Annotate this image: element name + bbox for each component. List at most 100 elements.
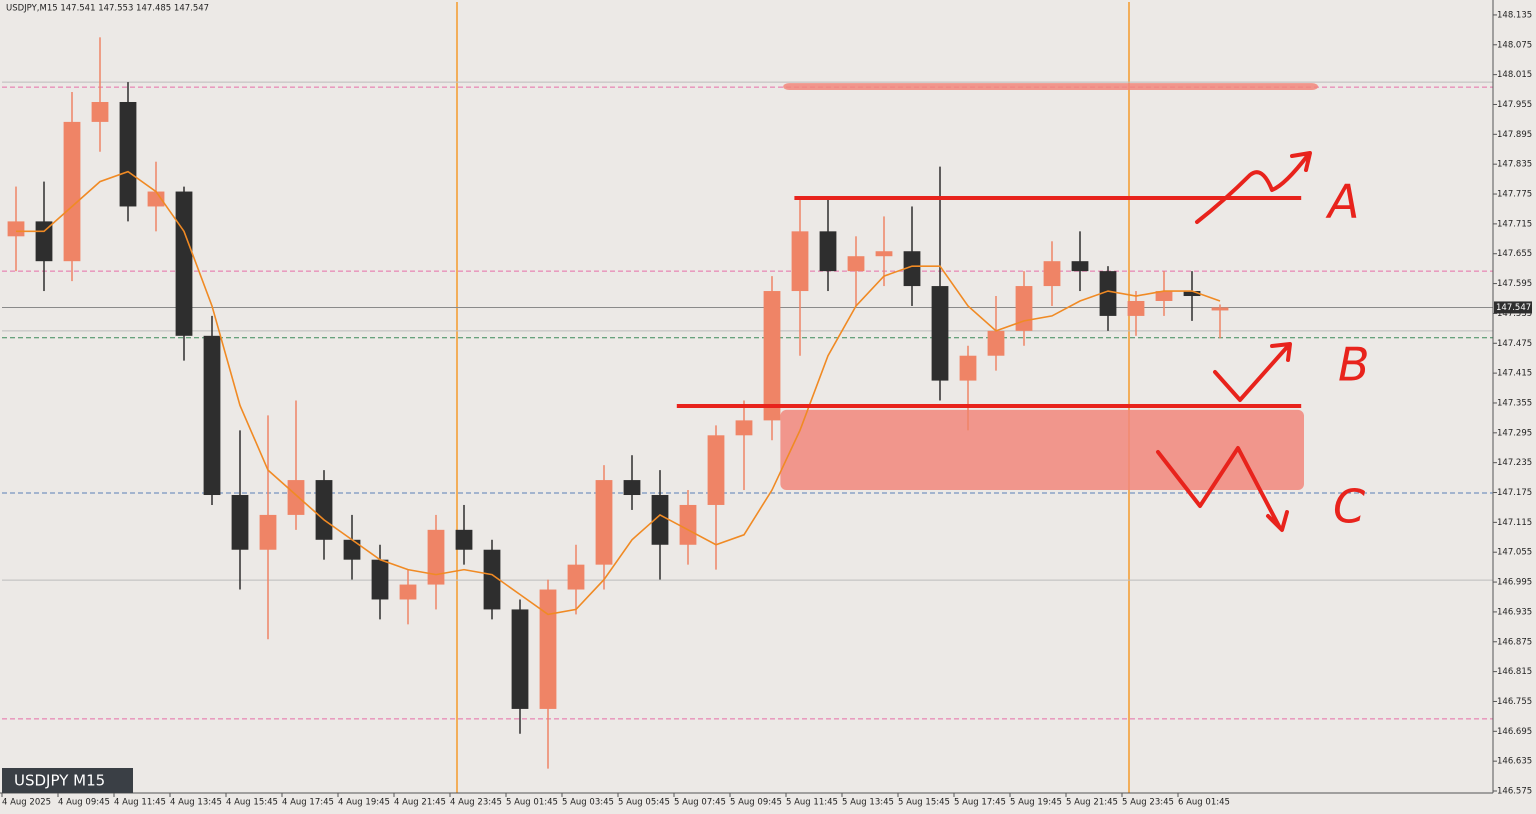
x-tick-label: 4 Aug 11:45 (114, 798, 166, 808)
y-tick-label: 147.955 (1497, 100, 1532, 110)
x-tick-label: 4 Aug 09:45 (58, 798, 110, 808)
y-tick-label: 147.235 (1497, 458, 1532, 468)
y-tick-label: 146.755 (1497, 697, 1532, 707)
y-tick-label: 146.695 (1497, 727, 1532, 737)
candle-body (7, 221, 25, 237)
symbol-badge (2, 768, 133, 793)
y-tick-label: 146.815 (1497, 667, 1532, 677)
current-price-box (1494, 301, 1532, 314)
candle-body (1071, 261, 1089, 272)
x-tick-label: 5 Aug 23:45 (1122, 798, 1174, 808)
candle-body (371, 559, 389, 600)
x-tick-label: 5 Aug 03:45 (562, 798, 614, 808)
candle-body (63, 121, 81, 262)
x-tick-label: 5 Aug 05:45 (618, 798, 670, 808)
candle-body (707, 435, 725, 505)
header: USDJPY,M15 147.541 147.553 147.485 147.5… (6, 4, 209, 14)
scenario-label: A (1325, 175, 1359, 229)
candle-body (427, 529, 445, 585)
x-tick-label: 4 Aug 23:45 (450, 798, 502, 808)
candle-body (287, 480, 305, 515)
candle-body (987, 330, 1005, 356)
current-price-label: 147.547 (1496, 303, 1531, 313)
y-tick-label: 147.535 (1497, 309, 1532, 319)
x-tick-label: 4 Aug 17:45 (282, 798, 334, 808)
candle-body (1099, 271, 1117, 316)
candle-body (511, 609, 529, 709)
candle-body (259, 514, 277, 550)
x-tick-label: 5 Aug 21:45 (1066, 798, 1118, 808)
supply-demand-zone (780, 409, 1304, 491)
y-tick-label: 146.575 (1497, 787, 1532, 797)
candle-body (231, 495, 249, 550)
x-tick-label: 5 Aug 07:45 (674, 798, 726, 808)
candle-body (791, 231, 809, 292)
candle-body (623, 480, 641, 496)
x-tick-label: 5 Aug 19:45 (1010, 798, 1062, 808)
candle-body (91, 101, 109, 122)
y-tick-label: 148.075 (1497, 40, 1532, 50)
y-tick-label: 147.415 (1497, 369, 1532, 379)
y-tick-label: 147.355 (1497, 398, 1532, 408)
candle-body (651, 495, 669, 545)
candle-body (1155, 291, 1173, 301)
y-tick-label: 148.135 (1497, 10, 1532, 20)
arrow-b (1213, 342, 1292, 402)
candle-body (903, 251, 921, 287)
candle-body (399, 584, 417, 600)
x-tick-label: 6 Aug 01:45 (1178, 798, 1230, 808)
arrow-c (1156, 446, 1289, 532)
y-tick-label: 146.635 (1497, 757, 1532, 767)
candle-body (539, 589, 557, 709)
y-tick-label: 148.015 (1497, 70, 1532, 80)
y-tick-label: 147.595 (1497, 279, 1532, 289)
x-tick-label: 4 Aug 15:45 (226, 798, 278, 808)
y-tick-label: 147.295 (1497, 428, 1532, 438)
candle-body (147, 191, 165, 207)
candle-body (959, 355, 977, 381)
candle-body (1043, 261, 1061, 287)
candle-body (119, 101, 137, 207)
x-tick-label: 4 Aug 19:45 (338, 798, 390, 808)
candle-body (315, 480, 333, 540)
x-tick-label: 5 Aug 17:45 (954, 798, 1006, 808)
candle-body (175, 191, 193, 336)
candle-body (1127, 300, 1145, 316)
moving-average (16, 170, 1221, 616)
scenario-label: B (1338, 338, 1370, 392)
y-tick-label: 147.835 (1497, 160, 1532, 170)
supply-demand-zone (783, 83, 1318, 91)
candle-body (1183, 291, 1201, 297)
candle-body (35, 221, 53, 262)
y-tick-label: 146.995 (1497, 578, 1532, 588)
scenario-label: C (1333, 480, 1365, 534)
candle-body (1211, 307, 1229, 311)
candle-body (1015, 286, 1033, 331)
arrow-a (1195, 151, 1312, 224)
candle-body (595, 480, 613, 565)
y-tick-label: 147.715 (1497, 219, 1532, 229)
x-tick-label: 4 Aug 2025 (2, 798, 51, 808)
y-tick-label: 146.935 (1497, 607, 1532, 617)
symbol-badge-text: USDJPY M15 (14, 772, 105, 790)
candle-body (679, 504, 697, 545)
y-tick-label: 147.775 (1497, 190, 1532, 200)
candle-body (847, 256, 865, 272)
y-tick-label: 147.475 (1497, 339, 1532, 349)
candle-body (567, 564, 585, 590)
x-tick-label: 5 Aug 01:45 (506, 798, 558, 808)
candle-body (343, 539, 361, 560)
candle-body (763, 291, 781, 421)
candle-body (483, 549, 501, 610)
candle-body (735, 420, 753, 436)
x-tick-label: 5 Aug 09:45 (730, 798, 782, 808)
candle-body (875, 251, 893, 257)
candle-body (931, 286, 949, 381)
candle-body (819, 231, 837, 272)
y-tick-label: 146.875 (1497, 637, 1532, 647)
x-tick-label: 4 Aug 21:45 (394, 798, 446, 808)
y-tick-label: 147.115 (1497, 518, 1532, 528)
y-tick-label: 147.655 (1497, 249, 1532, 259)
y-tick-label: 147.055 (1497, 548, 1532, 558)
